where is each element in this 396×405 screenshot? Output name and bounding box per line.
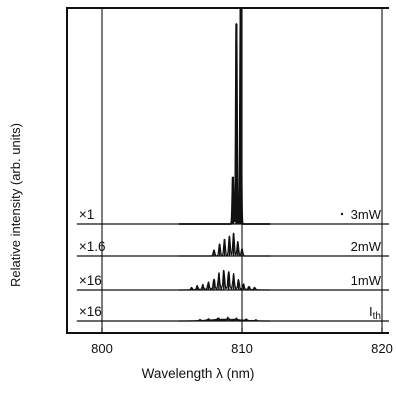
scale-label: ×16 bbox=[79, 273, 102, 288]
y-axis-label-wrap: Relative intensity (arb. units) bbox=[8, 205, 18, 215]
power-label: 3mW bbox=[351, 207, 382, 222]
x-axis-label: Wavelength λ (nm) bbox=[0, 366, 396, 381]
x-tick-label: 810 bbox=[231, 341, 253, 356]
power-label: 2mW bbox=[351, 239, 382, 254]
scale-label: ×16 bbox=[79, 304, 102, 319]
y-axis-label: Relative intensity (arb. units) bbox=[8, 123, 23, 287]
x-tick-label: 800 bbox=[91, 341, 113, 356]
scale-label: ×1 bbox=[79, 207, 94, 222]
spectra bbox=[77, 9, 389, 321]
power-label: 1mW bbox=[351, 273, 382, 288]
series-line bbox=[179, 9, 270, 224]
power-label: Ith bbox=[369, 304, 381, 322]
x-tick-label: 820 bbox=[371, 341, 393, 356]
x-tick-labels: 800 810 820 bbox=[91, 341, 393, 356]
scale-label: ×1.6 bbox=[79, 239, 106, 254]
label-dot bbox=[341, 213, 343, 215]
